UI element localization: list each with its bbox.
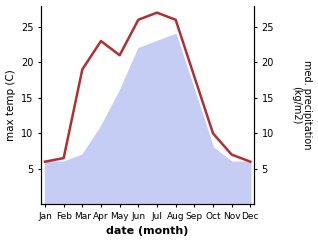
Y-axis label: max temp (C): max temp (C) xyxy=(5,69,16,141)
X-axis label: date (month): date (month) xyxy=(107,227,189,236)
Y-axis label: med. precipitation
(kg/m2): med. precipitation (kg/m2) xyxy=(291,60,313,150)
